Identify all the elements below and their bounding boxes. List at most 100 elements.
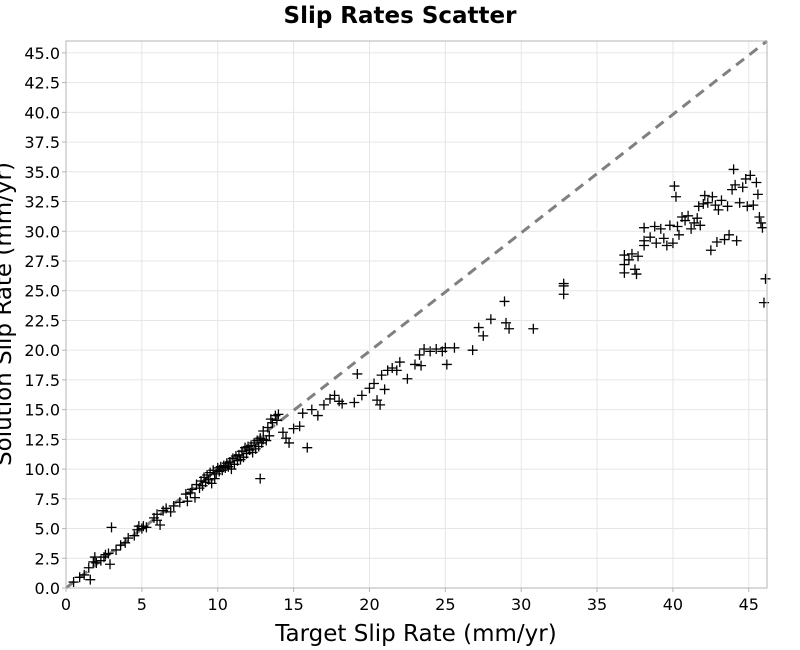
data-point xyxy=(699,190,710,201)
x-tick-label: 35 xyxy=(587,595,607,614)
data-point xyxy=(369,378,380,389)
data-point xyxy=(85,574,96,585)
y-axis-ticks: 0.0 2.5 5.0 7.5 10.0 12.5 15.0 17.5 20.0 22.5 25.0… xyxy=(24,44,66,598)
data-point xyxy=(698,198,709,209)
data-point xyxy=(473,322,484,333)
data-point xyxy=(115,540,126,551)
data-point xyxy=(722,201,733,212)
data-point xyxy=(165,506,176,517)
data-point xyxy=(504,323,515,334)
data-point xyxy=(262,422,273,433)
y-tick-label: 0.0 xyxy=(35,579,60,598)
data-point xyxy=(707,191,718,202)
x-axis-ticks: 0 5 10 15 20 25 30 35 40 45 xyxy=(61,588,759,614)
y-tick-label: 10.0 xyxy=(24,460,60,479)
data-point xyxy=(255,473,266,484)
data-point xyxy=(692,213,703,224)
data-point xyxy=(416,360,427,371)
data-point xyxy=(528,323,539,334)
data-point xyxy=(686,223,697,234)
data-point xyxy=(352,368,363,379)
data-point xyxy=(748,200,759,211)
data-point xyxy=(419,343,430,354)
y-tick-label: 37.5 xyxy=(24,133,60,152)
data-point xyxy=(672,221,683,232)
data-point xyxy=(639,222,650,233)
data-point xyxy=(734,197,745,208)
data-point xyxy=(645,232,656,243)
data-point xyxy=(730,179,741,190)
y-tick-label: 27.5 xyxy=(24,252,60,271)
data-point xyxy=(629,264,640,275)
y-tick-label: 42.5 xyxy=(24,74,60,93)
data-point xyxy=(425,346,436,357)
data-point xyxy=(558,289,569,300)
data-point xyxy=(302,442,313,453)
y-tick-label: 2.5 xyxy=(35,549,60,568)
data-point xyxy=(273,409,284,420)
data-point xyxy=(111,544,122,555)
data-point xyxy=(467,345,478,356)
data-point xyxy=(391,365,402,376)
x-tick-label: 0 xyxy=(61,595,71,614)
data-point xyxy=(402,373,413,384)
data-point xyxy=(267,417,278,428)
data-point xyxy=(478,330,489,341)
data-point xyxy=(103,548,114,559)
data-point xyxy=(356,390,367,401)
y-tick-label: 20.0 xyxy=(24,341,60,360)
data-point xyxy=(658,233,669,244)
y-tick-label: 25.0 xyxy=(24,282,60,301)
data-point xyxy=(431,343,442,354)
data-point xyxy=(499,296,510,307)
data-point xyxy=(631,269,642,280)
data-point xyxy=(329,390,340,401)
y-tick-label: 40.0 xyxy=(24,103,60,122)
data-point xyxy=(661,240,672,251)
data-point xyxy=(754,211,765,222)
data-point xyxy=(713,204,724,215)
data-point xyxy=(277,427,288,438)
data-point xyxy=(623,254,634,265)
data-point xyxy=(349,397,360,408)
data-point xyxy=(639,240,650,251)
data-point xyxy=(751,177,762,188)
data-point xyxy=(91,558,102,569)
y-tick-label: 5.0 xyxy=(35,520,60,539)
data-point xyxy=(649,221,660,232)
data-point xyxy=(655,223,666,234)
data-point xyxy=(136,523,147,534)
data-point xyxy=(180,489,191,500)
data-point xyxy=(757,222,768,233)
data-point xyxy=(619,250,630,261)
data-point xyxy=(673,229,684,240)
data-point xyxy=(619,267,630,278)
y-tick-label: 15.0 xyxy=(24,401,60,420)
data-point xyxy=(731,235,742,246)
data-point xyxy=(123,533,134,544)
y-tick-label: 22.5 xyxy=(24,311,60,330)
data-point xyxy=(288,423,299,434)
y-tick-label: 7.5 xyxy=(35,490,60,509)
x-tick-label: 15 xyxy=(283,595,303,614)
data-point xyxy=(414,349,425,360)
x-tick-label: 40 xyxy=(663,595,683,614)
data-point xyxy=(702,197,713,208)
data-point xyxy=(705,245,716,256)
data-point xyxy=(79,569,90,580)
data-point xyxy=(651,238,662,249)
x-tick-label: 5 xyxy=(137,595,147,614)
chart-title: Slip Rates Scatter xyxy=(284,3,518,29)
data-point xyxy=(760,273,771,284)
data-point xyxy=(719,234,730,245)
data-point xyxy=(633,251,644,262)
data-point xyxy=(141,522,152,533)
data-point xyxy=(89,552,100,563)
data-point xyxy=(683,210,694,221)
data-point xyxy=(129,530,140,541)
data-point xyxy=(83,562,94,573)
data-point xyxy=(318,399,329,410)
data-point xyxy=(376,370,387,381)
data-point xyxy=(449,342,460,353)
